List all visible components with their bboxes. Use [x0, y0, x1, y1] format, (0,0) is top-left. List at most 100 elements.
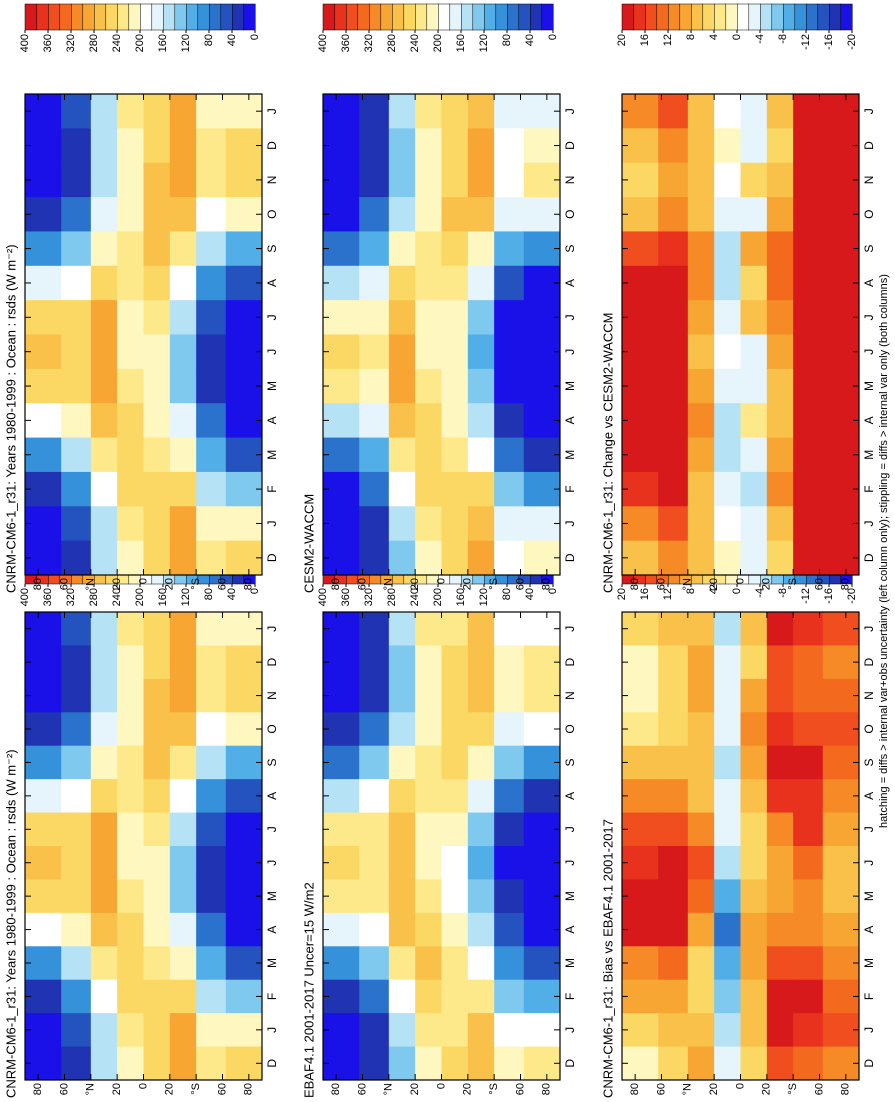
cell: [196, 611, 227, 646]
cell: [441, 402, 469, 438]
cell: [658, 196, 689, 232]
cell: [61, 196, 92, 232]
cell: [687, 437, 715, 472]
cell: [323, 333, 360, 369]
cell: [766, 540, 794, 575]
cell: [714, 127, 742, 163]
cell: [143, 505, 171, 541]
cell: [388, 611, 416, 646]
colorbar-box: [449, 3, 462, 31]
cell: [441, 644, 469, 679]
cell: [822, 778, 860, 813]
cell: [622, 745, 659, 780]
x-tick-label: O: [265, 724, 279, 733]
colorbar-label: 20: [616, 588, 628, 600]
cell: [323, 611, 360, 646]
cell: [388, 93, 416, 129]
cell: [793, 678, 824, 713]
cell: [740, 878, 768, 913]
cell: [467, 611, 495, 646]
cell: [822, 912, 860, 947]
y-tick-label: °N: [383, 578, 395, 590]
x-tick-label: S: [862, 245, 876, 253]
y-tick-label: 0: [734, 1083, 746, 1089]
cell: [494, 845, 525, 880]
cell: [169, 196, 197, 232]
cell: [822, 611, 860, 646]
cell: [714, 778, 742, 813]
cell: [793, 402, 824, 438]
cell: [494, 230, 525, 266]
cell: [523, 93, 561, 129]
cell: [740, 979, 768, 1014]
cell: [740, 127, 768, 163]
cell: [415, 711, 442, 746]
cell: [740, 644, 768, 679]
cell: [523, 711, 561, 746]
cell: [658, 912, 689, 947]
cell: [25, 878, 62, 913]
colorbar-box: [426, 3, 439, 31]
cell: [388, 299, 416, 335]
cell: [143, 678, 171, 713]
cell: [822, 644, 860, 679]
cell: [388, 437, 416, 472]
cell: [196, 778, 227, 813]
cell: [822, 127, 860, 163]
cell: [225, 778, 263, 813]
cell: [388, 812, 416, 846]
cell: [766, 711, 794, 746]
cell: [441, 471, 469, 507]
cell: [61, 299, 92, 335]
cell: [90, 333, 118, 369]
y-tick-label: °S: [190, 578, 202, 590]
cell: [143, 812, 171, 846]
cell: [415, 1012, 442, 1047]
cell: [196, 162, 227, 198]
x-tick-label: D: [862, 1059, 876, 1068]
cell: [793, 368, 824, 404]
cell: [61, 127, 92, 163]
cell: [687, 979, 715, 1014]
colorbar-box: [380, 3, 393, 31]
cell: [740, 162, 768, 198]
cell: [415, 402, 442, 438]
cell: [766, 678, 794, 713]
cell: [766, 402, 794, 438]
cell: [117, 611, 144, 646]
cell: [658, 878, 689, 913]
cell: [90, 778, 118, 813]
x-tick-label: F: [862, 993, 876, 1000]
cell: [388, 878, 416, 913]
colorbar-label: 360: [340, 34, 352, 52]
panel-title: CNRM-CM6-1_r31: Years 1980-1999 : Ocean …: [3, 749, 18, 1098]
cell: [117, 979, 144, 1014]
colorbar-box: [759, 3, 773, 31]
cell: [441, 540, 469, 575]
cell: [793, 196, 824, 232]
cell: [658, 711, 689, 746]
cell: [143, 845, 171, 880]
x-tick-label: N: [265, 691, 279, 700]
cell: [740, 437, 768, 472]
cell: [61, 644, 92, 679]
cell: [359, 644, 390, 679]
colorbar-box: [506, 3, 520, 31]
y-tick-label: 0: [734, 578, 746, 584]
colorbar-label: 360: [340, 588, 352, 606]
y-tick-label: 60: [655, 1083, 667, 1095]
cell: [25, 127, 62, 163]
colorbar-label: 120: [180, 588, 192, 606]
cell: [359, 505, 390, 541]
cell: [822, 299, 860, 335]
cell: [622, 196, 659, 232]
cell: [61, 540, 92, 575]
cell: [822, 505, 860, 541]
cell: [117, 678, 144, 713]
cell: [766, 162, 794, 198]
cell: [494, 711, 525, 746]
colorbar-label: 400: [19, 588, 31, 606]
cell: [196, 644, 227, 679]
colorbar-label: 0: [249, 588, 261, 594]
x-tick-label: A: [862, 279, 876, 287]
